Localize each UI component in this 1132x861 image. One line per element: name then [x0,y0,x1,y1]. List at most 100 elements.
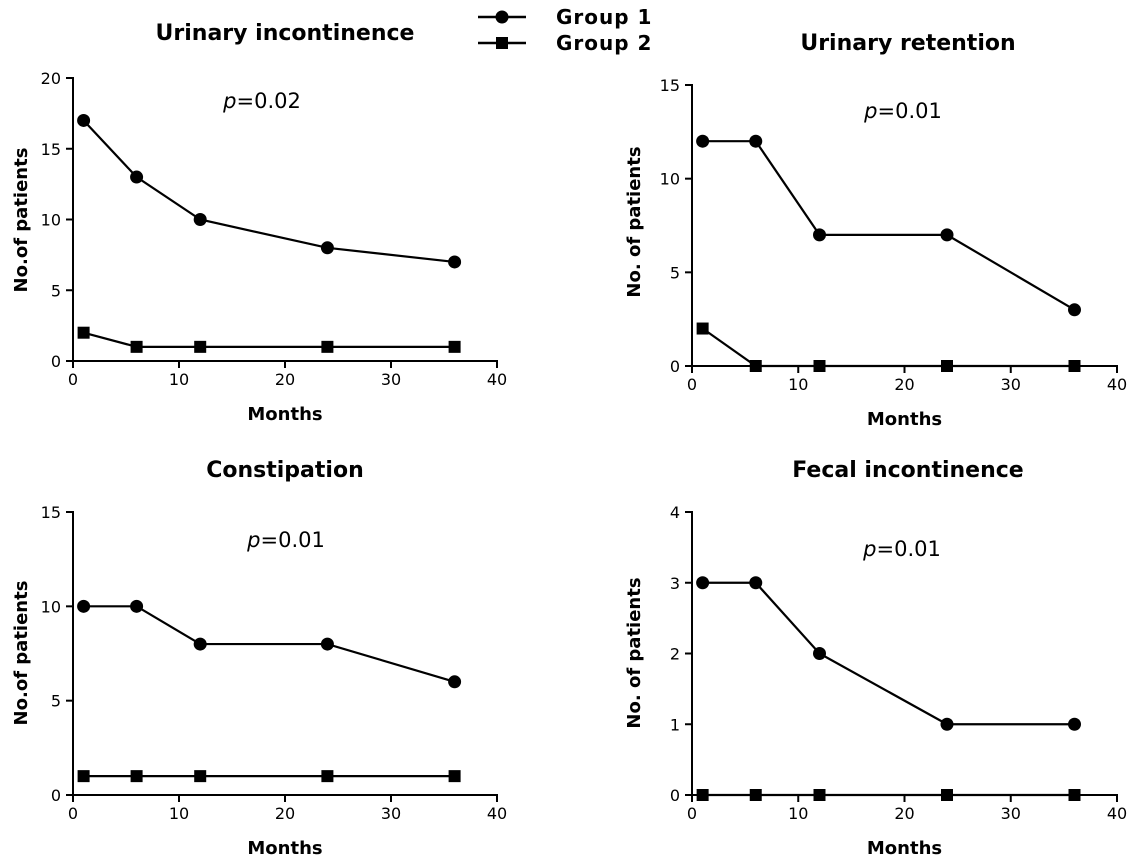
x-tick-label: 10 [169,804,189,823]
x-tick-label: 40 [487,370,507,389]
x-tick-label: 10 [169,370,189,389]
data-point [696,322,709,335]
p-value-annotation: p=0.01 [863,99,942,123]
p-value-symbol: p [246,528,260,552]
series-line [83,605,455,683]
series-group-1 [696,576,1081,731]
p-value-symbol: p [863,99,877,123]
x-tick-label: 0 [68,370,78,389]
y-tick-label: 4 [670,503,680,522]
data-point [696,134,710,148]
y-tick-label: 0 [51,786,61,805]
x-axis-label: Months [247,838,322,859]
data-point [448,340,461,353]
y-tick-label: 10 [660,170,680,189]
legend-circle-marker [495,10,509,24]
x-tick-label: 40 [1107,375,1127,394]
data-point [749,360,762,372]
data-point [941,789,953,801]
y-tick-label: 10 [41,597,61,616]
data-point [813,789,826,801]
chart-panel-3: Constipation p=0.01 0 10 20 30 40 0 5 10 15 Months N… [11,458,507,859]
data-point [448,770,461,783]
series-group-1 [696,134,1081,317]
data-point [321,340,334,353]
x-tick-label: 20 [275,804,295,823]
y-tick-label: 0 [51,352,61,371]
p-value-number: =0.02 [236,89,300,113]
y-axis-label: No. of patients [624,146,645,297]
data-point [749,134,763,148]
data-point [448,675,462,689]
x-tick-label: 40 [1107,804,1127,823]
series-group-2 [696,322,1081,372]
data-point [813,228,826,242]
y-tick-label: 5 [51,692,61,711]
series-line [702,140,1076,311]
legend-square-marker [496,37,508,49]
p-value-annotation: p=0.01 [862,537,941,561]
data-point [749,789,762,801]
data-point [813,647,826,660]
data-point [1068,717,1081,731]
p-value-symbol: p [222,89,236,113]
p-value-annotation: p=0.01 [246,528,325,552]
x-tick-label: 20 [894,804,914,823]
y-axis-label: No.of patients [11,148,32,293]
data-point [194,340,207,353]
data-point [130,599,144,613]
y-tick-label: 3 [670,574,680,593]
series-group-2 [77,770,461,783]
y-tick-label: 15 [41,503,61,522]
data-point [320,637,334,651]
data-point [130,340,143,353]
chart-panel-2: Urinary retention p=0.01 0 10 20 30 40 0 5 10 15 Mo… [624,31,1127,430]
p-value-symbol: p [862,537,876,561]
y-tick-label: 15 [660,76,680,95]
x-tick-label: 20 [275,370,295,389]
y-tick-label: 0 [670,357,680,376]
x-axis-label: Months [867,409,942,430]
chart-panel-1: Urinary incontinence p=0.02 0 10 20 30 40 0 5 10 1… [11,21,507,425]
legend-item: Group 2 [478,31,651,55]
data-point [130,770,143,783]
data-point [194,770,207,783]
y-tick-label: 5 [670,263,680,282]
x-tick-label: 0 [68,804,78,823]
data-point [749,576,763,590]
data-point [321,770,334,783]
chart-title: Urinary retention [800,31,1015,56]
data-point [1068,360,1081,372]
chart-title: Urinary incontinence [156,21,415,46]
y-axis-label: No.of patients [11,581,32,726]
legend-label: Group 1 [556,5,652,29]
y-tick-label: 20 [41,69,61,88]
chart-panel-4: Fecal incontinence p=0.01 0 10 20 30 40 0 1 2 3 4 Mo… [624,458,1127,859]
series-line [82,119,455,264]
data-point [193,213,207,226]
data-point [77,113,91,127]
y-tick-label: 2 [670,645,680,664]
x-axis-label: Months [867,838,942,859]
x-tick-label: 30 [381,370,401,389]
y-tick-label: 5 [51,281,61,300]
series-group-1 [77,599,462,689]
series-line [702,581,1075,726]
data-point [130,170,144,184]
y-tick-label: 15 [41,140,61,159]
x-tick-label: 0 [687,375,697,394]
series-group-1 [77,113,462,269]
chart-title: Constipation [206,458,364,483]
y-tick-label: 0 [670,786,680,805]
x-tick-label: 0 [687,804,697,823]
y-axis-label: No. of patients [624,577,645,728]
data-point [696,789,709,801]
x-tick-label: 10 [788,375,808,394]
series-group-2 [77,326,461,353]
p-value-number: =0.01 [876,537,940,561]
x-tick-label: 20 [894,375,914,394]
data-point [696,576,710,590]
